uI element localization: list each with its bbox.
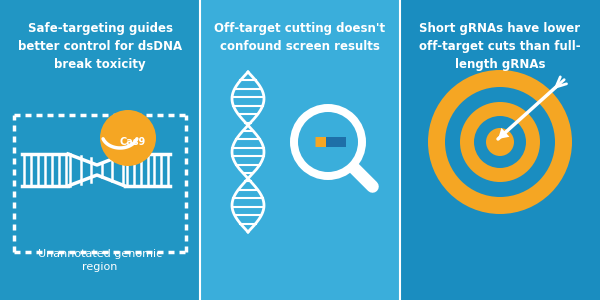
Circle shape [474,116,526,168]
Circle shape [445,87,555,197]
Polygon shape [0,0,200,300]
Circle shape [460,102,540,182]
Polygon shape [400,0,600,300]
Text: Safe-targeting guides
better control for dsDNA
break toxicity: Safe-targeting guides better control for… [18,22,182,71]
Circle shape [298,112,358,172]
FancyBboxPatch shape [326,137,346,147]
Circle shape [290,104,366,180]
Text: Off-target cutting doesn't
confound screen results: Off-target cutting doesn't confound scre… [214,22,386,53]
Circle shape [428,70,572,214]
Circle shape [486,128,514,156]
Circle shape [100,110,156,166]
Polygon shape [316,137,332,147]
Polygon shape [498,128,509,139]
Text: Unannotated genomic
region: Unannotated genomic region [38,249,162,272]
Polygon shape [200,0,400,300]
Text: Cas9: Cas9 [120,137,146,147]
Text: Short gRNAs have lower
off-target cuts than full-
length gRNAs: Short gRNAs have lower off-target cuts t… [419,22,581,71]
